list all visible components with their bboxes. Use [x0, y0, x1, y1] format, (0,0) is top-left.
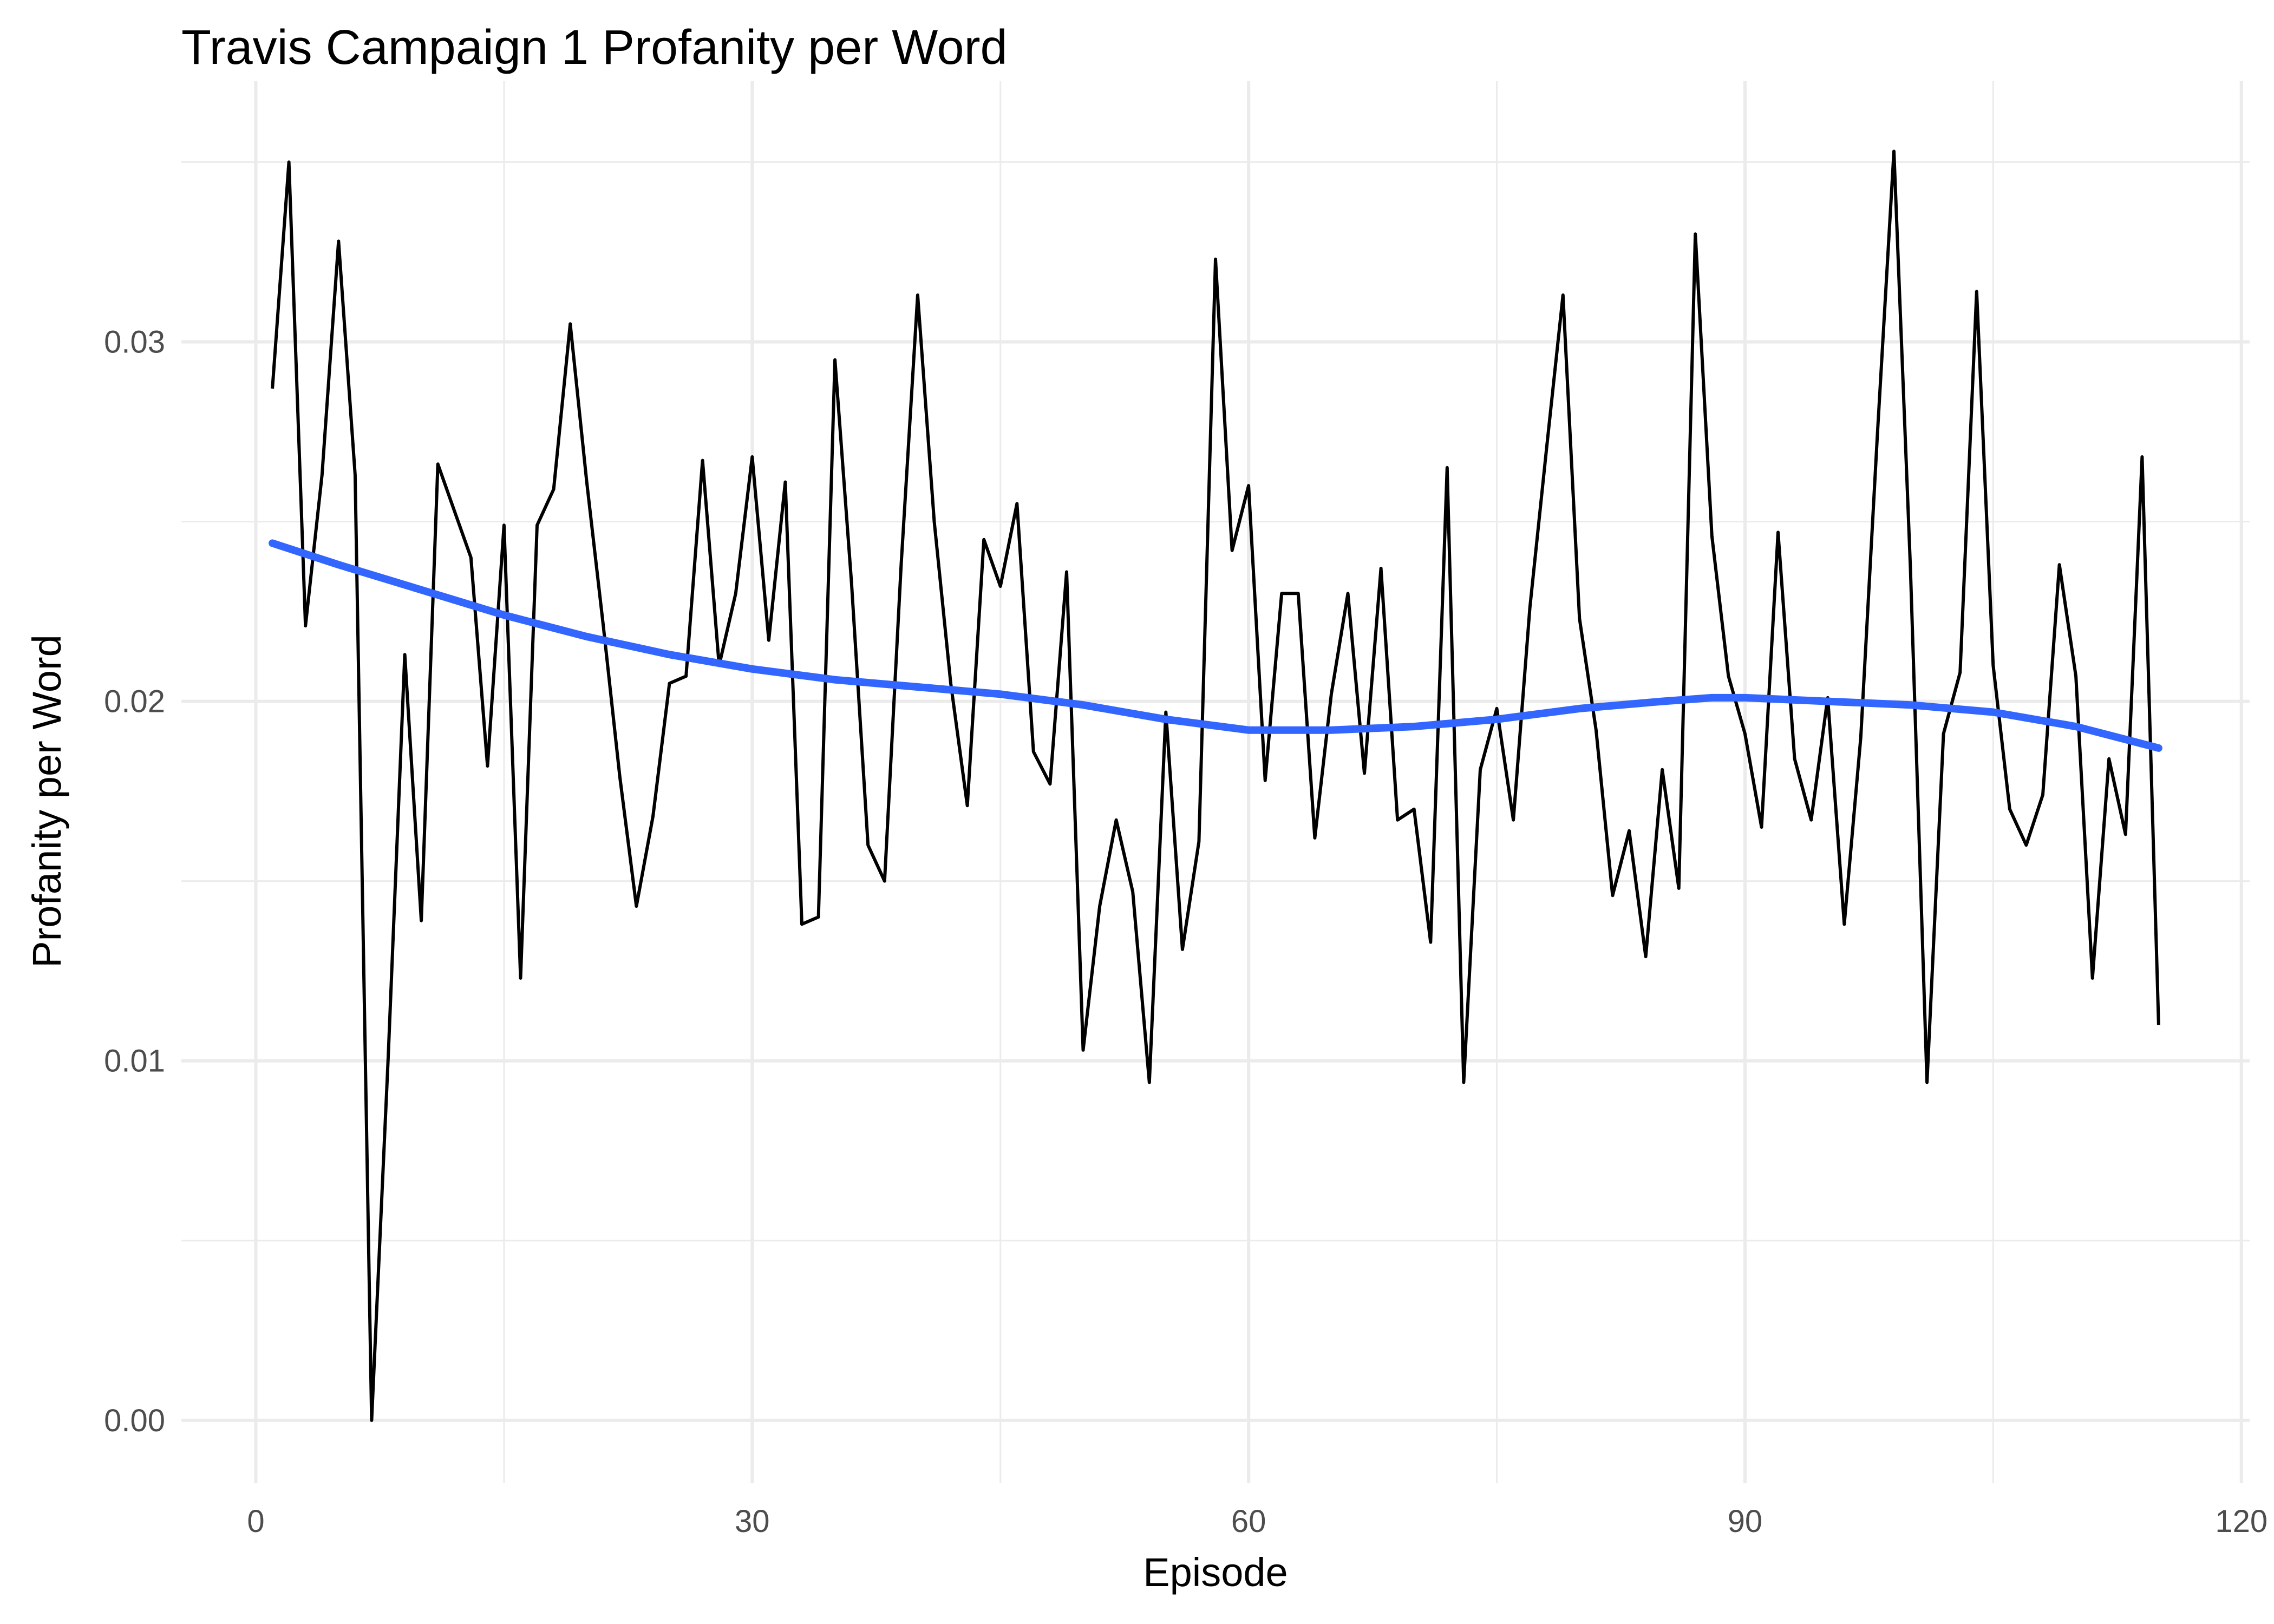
y-tick-label: 0.00: [104, 1403, 165, 1438]
tick-labels: 0 30 60 90 120 0.00 0.01 0.02 0.03: [104, 324, 2268, 1539]
y-axis-title: Profanity per Word: [24, 634, 69, 968]
x-tick-label: 30: [735, 1504, 770, 1539]
x-axis-title: Episode: [1143, 1550, 1288, 1595]
y-tick-label: 0.03: [104, 324, 165, 359]
x-tick-label: 120: [2215, 1504, 2268, 1539]
smooth-trend-line: [269, 539, 2162, 752]
profanity-series-line: [271, 149, 2160, 1422]
x-tick-label: 0: [247, 1504, 264, 1539]
y-tick-label: 0.01: [104, 1044, 165, 1079]
plot-series: [269, 149, 2162, 1422]
x-tick-label: 60: [1231, 1504, 1266, 1539]
grid: [181, 81, 2250, 1483]
chart-title: Travis Campaign 1 Profanity per Word: [181, 21, 1008, 75]
x-tick-label: 90: [1728, 1504, 1763, 1539]
y-tick-label: 0.02: [104, 684, 165, 719]
